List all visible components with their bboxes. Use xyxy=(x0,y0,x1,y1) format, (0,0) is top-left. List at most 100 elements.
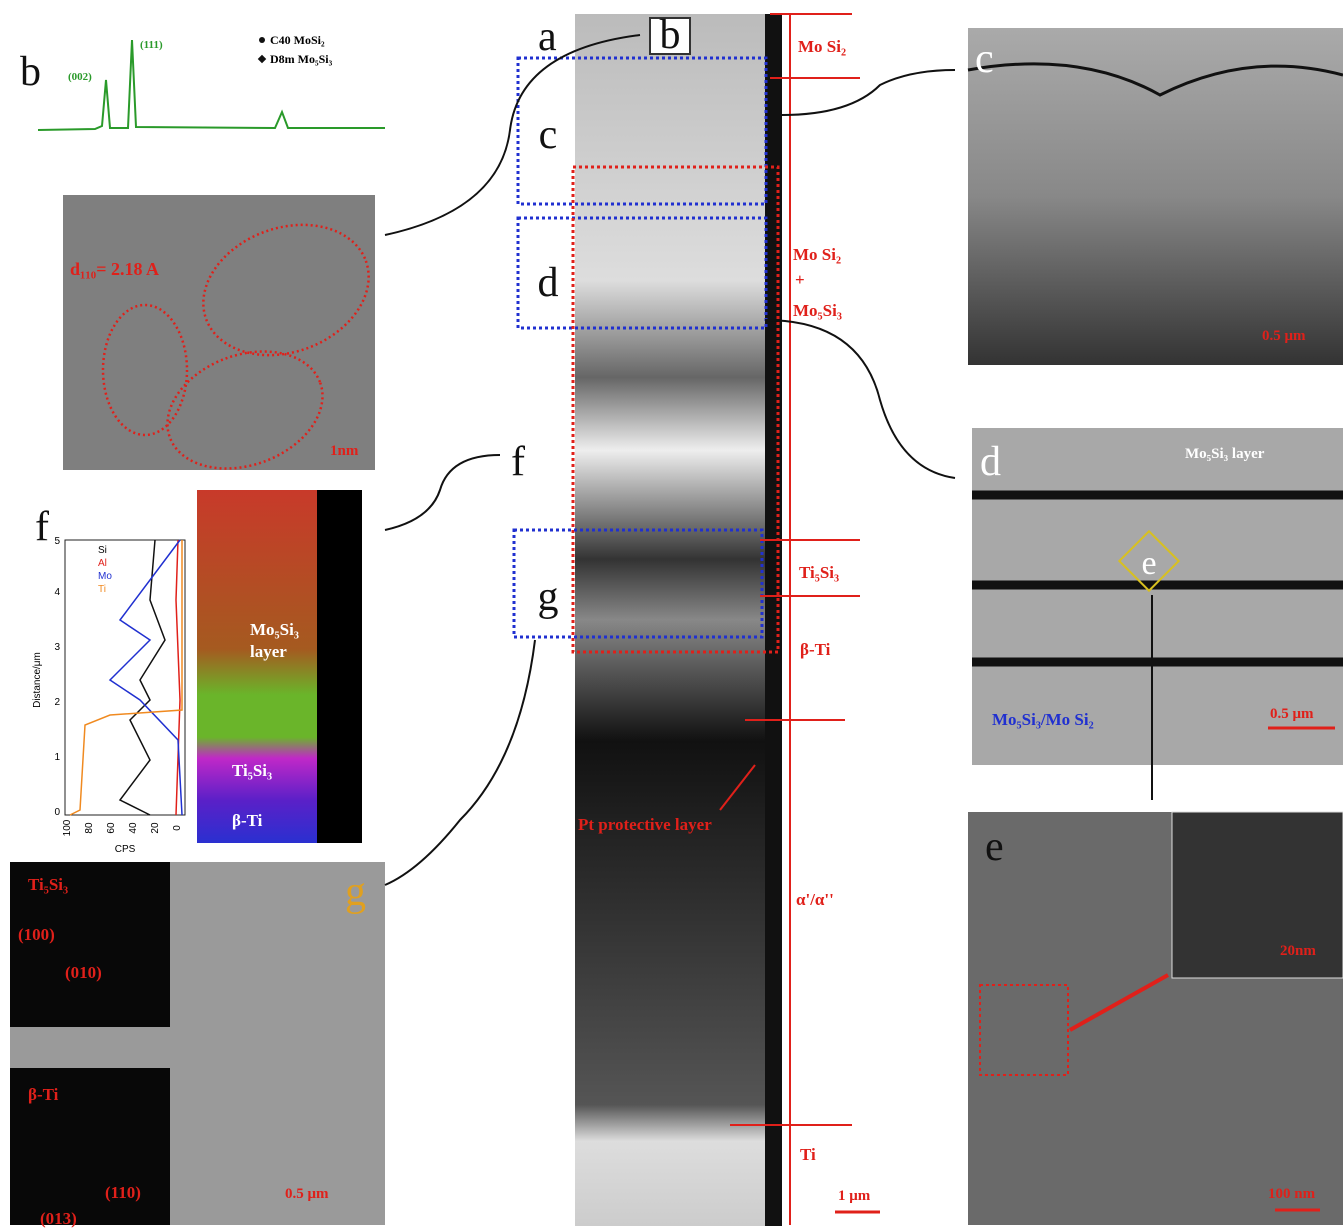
tem-strip xyxy=(575,14,765,1226)
box-g xyxy=(512,528,764,639)
legend-marker xyxy=(259,37,265,43)
box-label: f xyxy=(511,439,525,485)
index-label: (100) xyxy=(18,925,55,944)
layer-label: + xyxy=(795,270,805,289)
plot-frame xyxy=(64,539,186,816)
box-label: c xyxy=(539,112,558,158)
tick-label: 100 xyxy=(62,819,73,836)
box-f xyxy=(571,165,780,654)
box-label: g xyxy=(538,574,559,620)
tick-label: 0 xyxy=(54,807,60,818)
layer-label: Mo Si₂ xyxy=(793,245,841,264)
annotation: Mo₅Si₃ layer xyxy=(1185,446,1265,462)
zoom-box xyxy=(979,984,1069,1076)
arrow xyxy=(719,764,756,811)
tick-label: 5 xyxy=(54,536,60,547)
peak-label: (002) xyxy=(68,71,92,83)
phase-label: β-Ti xyxy=(28,1085,59,1104)
panel-label: b xyxy=(20,49,41,95)
tem-image xyxy=(972,428,1343,765)
panel-label: f xyxy=(35,504,49,550)
layer-label: α'/α'' xyxy=(796,890,834,909)
tick-label: 3 xyxy=(54,642,60,653)
shape xyxy=(781,69,956,116)
box-d xyxy=(516,216,768,330)
shape xyxy=(384,34,641,236)
shape xyxy=(384,639,536,886)
zoom-arrow xyxy=(1069,973,1169,1032)
annotation: Mo₅Si₃/Mo Si₂ xyxy=(992,710,1094,729)
shape: Si Al Mo Ti xyxy=(98,545,112,595)
shape xyxy=(166,350,324,470)
hrtem-inset xyxy=(1171,811,1343,979)
legend-entry: Al xyxy=(98,558,107,569)
map-label: β-Ti xyxy=(232,811,263,830)
tick-label: 2 xyxy=(54,697,60,708)
legend-entry: Si xyxy=(98,545,107,556)
panel-label: d xyxy=(980,439,1001,485)
panel-label: c xyxy=(975,36,994,82)
peak-label: (111) xyxy=(140,39,163,51)
scale-bar-label: 100 nm xyxy=(1268,1186,1316,1202)
tick-label: 20 xyxy=(150,822,161,834)
layer-label: Mo Si₂ xyxy=(798,37,846,56)
scale-bar-label: 0.5 μm xyxy=(285,1186,329,1202)
pt-layer xyxy=(765,14,782,1226)
tick-label: 80 xyxy=(84,822,95,834)
scale-bar-label: 1nm xyxy=(330,443,359,459)
profiles xyxy=(69,539,183,816)
inset-box xyxy=(649,17,691,55)
map-label: Mo₅Si₃ xyxy=(250,620,299,639)
tick-label: 40 xyxy=(128,822,139,834)
tick-label: 0 xyxy=(172,825,183,831)
shape xyxy=(202,223,370,357)
grain-outlines xyxy=(101,223,370,470)
axis-title: Distance/μm xyxy=(32,652,43,708)
d-spacing: d₁₁₀= 2.18 A xyxy=(70,259,159,279)
shape xyxy=(69,540,183,816)
scale-bar-label: 20nm xyxy=(1280,943,1316,959)
panel-label: a xyxy=(538,14,557,60)
connectors xyxy=(384,34,1153,886)
legend-entry: D8m Mo₅Si₃ xyxy=(270,52,333,66)
saed-pattern xyxy=(10,862,170,1027)
scale-bar-label: 0.5 μm xyxy=(1262,328,1306,344)
phase-label: Ti₅Si₃ xyxy=(28,875,68,894)
tick-label: 60 xyxy=(106,822,117,834)
shape xyxy=(118,539,166,816)
inset-label: b xyxy=(660,12,681,58)
layer-label: Ti₅Si₃ xyxy=(799,563,839,582)
index-label: (013) xyxy=(40,1209,77,1228)
legend-entry: Mo xyxy=(98,571,112,582)
layer-bands xyxy=(972,490,1343,667)
scale-bar-label: 1 μm xyxy=(838,1188,871,1204)
map-label: layer xyxy=(250,642,287,661)
tick-label: 4 xyxy=(54,587,60,598)
map-label: Ti₅Si₃ xyxy=(232,761,272,780)
index-label: (110) xyxy=(105,1183,141,1202)
index-label: (010) xyxy=(65,963,102,982)
layer-label: β-Ti xyxy=(800,640,831,659)
shape xyxy=(101,303,189,437)
layer-label: Ti xyxy=(800,1145,816,1164)
box-c xyxy=(516,56,768,206)
shape xyxy=(175,539,181,816)
panel-label: g xyxy=(345,869,366,915)
crack xyxy=(967,62,1343,97)
shape xyxy=(764,319,956,479)
legend-marker xyxy=(257,54,267,64)
inset-marker xyxy=(1117,529,1181,593)
layer-label: Mo₅Si₃ xyxy=(793,301,842,320)
shape xyxy=(108,539,183,816)
annotation: Pt protective layer xyxy=(578,815,712,834)
xrd-pattern xyxy=(37,39,385,131)
axis-title: CPS xyxy=(115,844,136,855)
shape xyxy=(384,454,501,531)
box-label: d xyxy=(538,260,559,306)
panel-label: e xyxy=(985,824,1004,870)
inset-label: e xyxy=(1141,545,1156,582)
layer-bracket xyxy=(730,13,860,1225)
